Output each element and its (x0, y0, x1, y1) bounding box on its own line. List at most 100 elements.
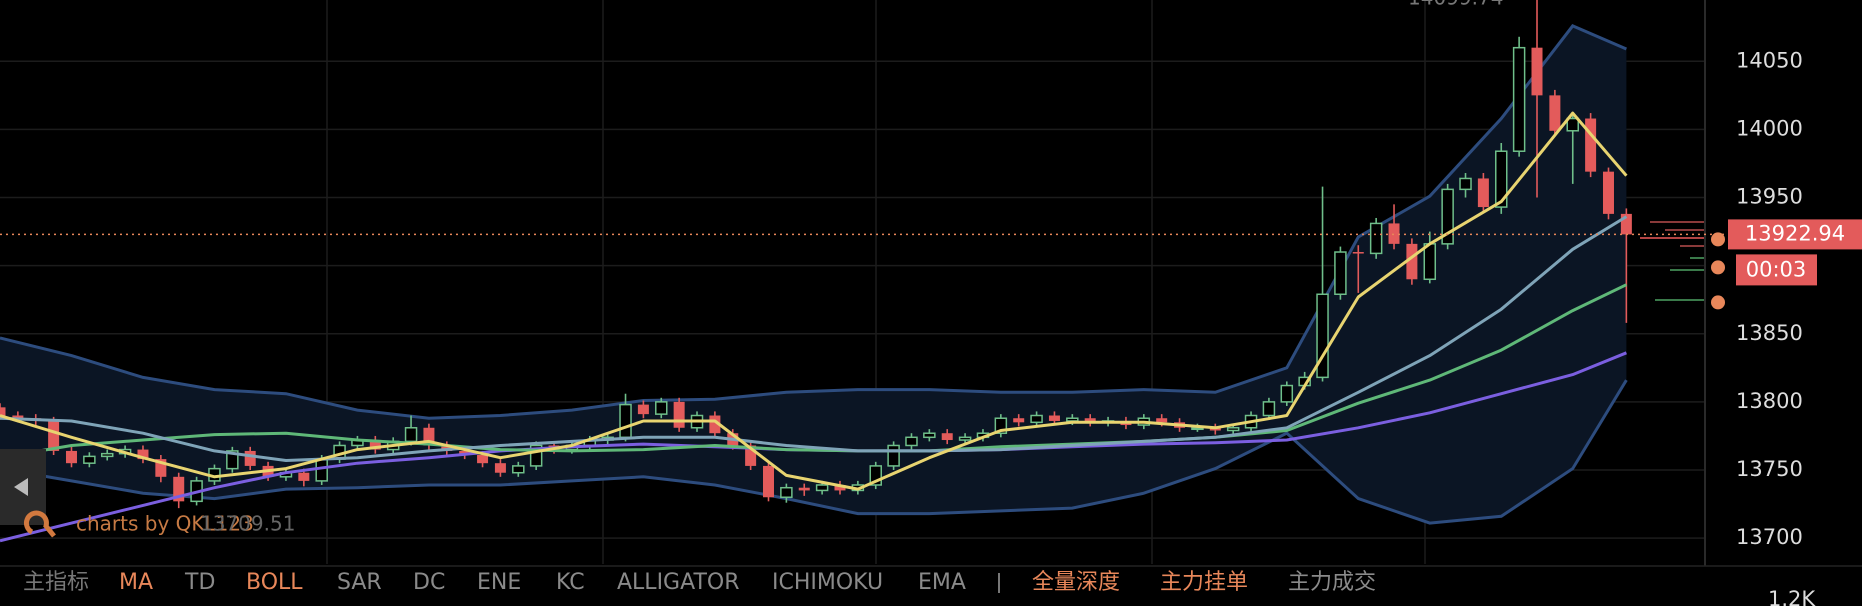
candle-body (1477, 178, 1489, 208)
candle-body (494, 463, 506, 473)
candle-body (155, 459, 167, 477)
candle-body (48, 420, 60, 451)
candle-body (12, 415, 24, 419)
candle-body (137, 449, 149, 460)
candle-body (83, 455, 96, 464)
candle-body (1316, 293, 1329, 379)
candle-body (798, 487, 810, 491)
indicator-tab[interactable]: ENE (477, 570, 521, 595)
candle-body (1066, 417, 1079, 422)
y-tick-label: 13700 (1736, 525, 1803, 549)
candle-body (869, 465, 882, 486)
candle-body (0, 407, 6, 416)
candle-body (1156, 418, 1168, 423)
candle-body (1352, 252, 1364, 254)
candle-body (780, 486, 793, 498)
candle-body (477, 455, 489, 464)
candle-body (655, 401, 668, 415)
indicator-tab[interactable]: 主力挂单 (1160, 570, 1248, 595)
candle-body (173, 476, 185, 502)
ma-line (0, 215, 1628, 462)
candle-body (369, 440, 381, 450)
toolbar-title: 主指标 (23, 570, 89, 595)
candle-body (315, 458, 328, 482)
depth-bars (1640, 221, 1705, 301)
candle-body (1280, 384, 1294, 403)
last-price-box (1728, 219, 1862, 250)
band-lower (0, 379, 1628, 525)
candle-body (923, 432, 936, 439)
indicator-tab[interactable]: KC (556, 570, 585, 595)
candle-body (1084, 418, 1096, 423)
candle-body (1388, 223, 1400, 244)
candle-body (1441, 188, 1454, 245)
candle-body (1048, 415, 1060, 421)
candle-body (244, 450, 256, 466)
candle-body (65, 450, 77, 464)
candle-body (994, 417, 1008, 434)
candle-body (226, 450, 239, 470)
y-tick-label: 14050 (1736, 48, 1803, 72)
candle-body (298, 472, 310, 481)
y-tick-label: 13800 (1736, 389, 1803, 413)
order-dot (1711, 295, 1725, 310)
candle-body (1531, 47, 1543, 96)
candle-body (887, 444, 900, 467)
candle-body (1369, 222, 1383, 255)
indicator-tab[interactable]: 主力成交 (1288, 570, 1376, 595)
candle-body (1423, 243, 1437, 281)
candle-body (1030, 414, 1043, 424)
candle-body (745, 445, 757, 466)
candle-body (1226, 427, 1240, 432)
candle-body (1602, 171, 1614, 214)
logo (23, 510, 56, 538)
candle-body (941, 433, 953, 441)
candle-body (529, 444, 543, 467)
y-tick-label: 13950 (1736, 185, 1803, 209)
candle-body (763, 465, 775, 498)
candle-body (512, 465, 525, 474)
candle-body (637, 404, 649, 415)
candle-body (1566, 117, 1579, 132)
indicator-tab[interactable]: ALLIGATOR (617, 570, 739, 595)
candle-body (1495, 150, 1508, 208)
candle-body (404, 427, 418, 443)
low-label: 13709.51 (200, 512, 295, 536)
countdown-box (1736, 254, 1817, 286)
indicator-tab[interactable]: ICHIMOKU (772, 570, 883, 595)
candle-body (905, 436, 918, 447)
candle-body (1620, 213, 1632, 235)
candle-body (1262, 401, 1276, 417)
indicator-tab[interactable]: 全量深度 (1032, 570, 1120, 595)
candle-body (1459, 177, 1472, 191)
candle-body (958, 436, 972, 441)
indicator-tab[interactable]: MA (119, 570, 153, 595)
band-fill (0, 25, 1627, 524)
watermark: charts by QKL123 (76, 512, 254, 536)
order-dot (1711, 232, 1725, 247)
order-dot (1711, 260, 1725, 275)
high-label: 14099.74 (1408, 0, 1503, 10)
y-tick-label: 14000 (1736, 116, 1803, 140)
candle-body (709, 415, 721, 434)
candle-body (423, 427, 435, 446)
ma-line (0, 111, 1628, 491)
ma-line (0, 283, 1628, 460)
indicator-tab[interactable]: TD (184, 570, 215, 595)
indicator-tab[interactable]: EMA (918, 570, 966, 595)
candle-body (673, 401, 685, 428)
indicator-tab[interactable]: BOLL (246, 570, 303, 595)
candle-body (1512, 46, 1526, 152)
candle-body (815, 484, 829, 492)
candle-body (1585, 118, 1597, 172)
indicator-tab[interactable]: SAR (337, 570, 382, 595)
countdown-label: 00:03 (1746, 257, 1807, 281)
indicator-tab[interactable]: DC (413, 570, 445, 595)
candle-body (100, 452, 114, 458)
last-price-label: 13922.94 (1745, 221, 1845, 245)
candle-body (1013, 418, 1025, 423)
candle-body (1334, 251, 1347, 296)
volume-axis-label: 1.2K (1768, 587, 1816, 606)
